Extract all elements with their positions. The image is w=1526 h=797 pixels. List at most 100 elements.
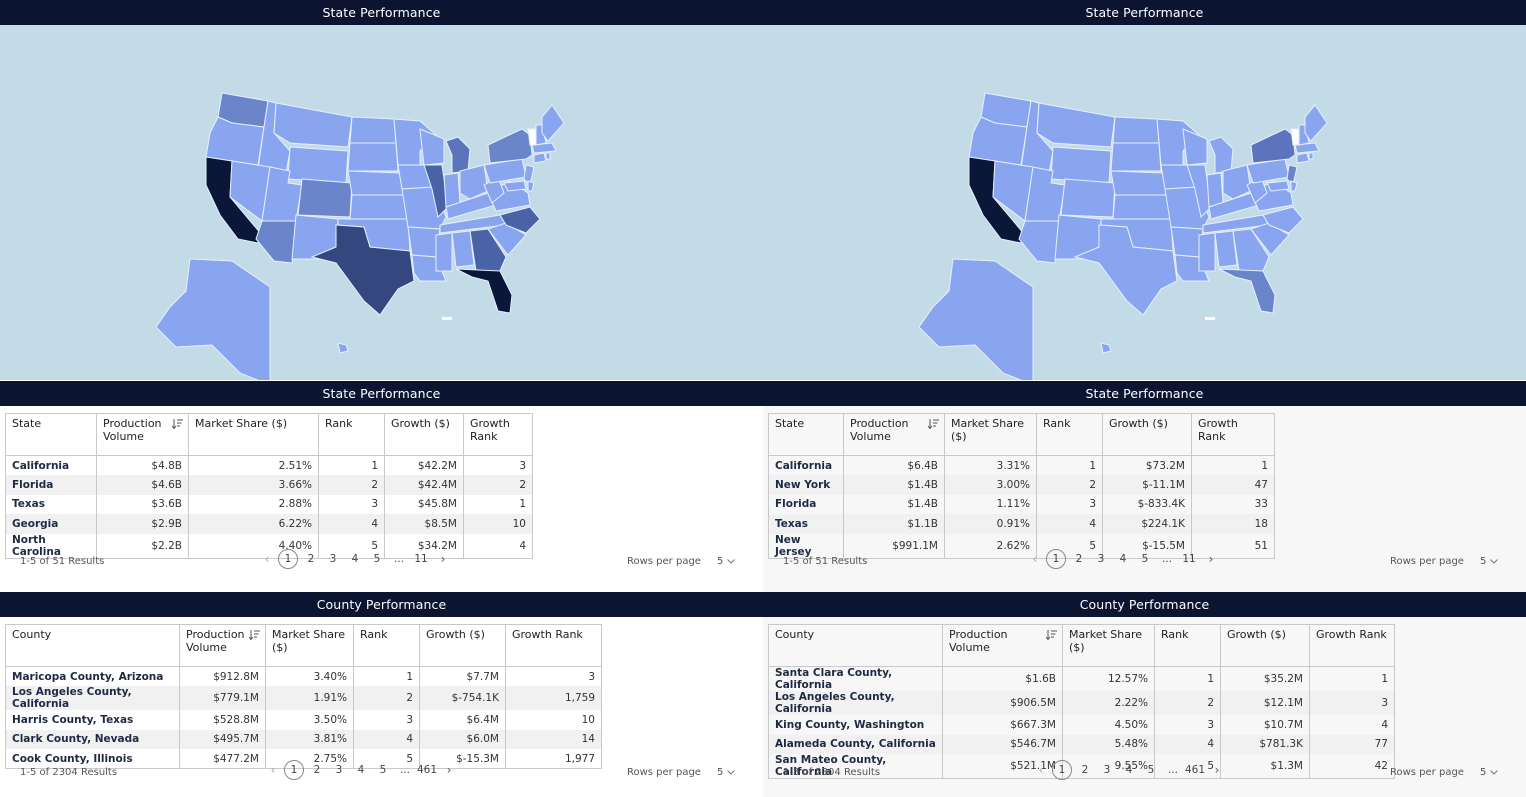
next-page-icon[interactable]: › [446,763,452,777]
state-il[interactable] [1186,164,1212,219]
page-number[interactable]: 2 [313,764,321,776]
column-header[interactable]: State [5,413,97,456]
state-ny[interactable] [487,128,533,164]
table-row[interactable]: San Mateo County, California $521.1M 9.55%… [768,754,1395,780]
table-row[interactable]: Florida $4.6B 3.66% 2 $42.4M 2 [5,475,533,495]
page-number[interactable]: 2 [1075,553,1083,565]
column-header[interactable]: Growth ($) [384,413,464,456]
state-wi[interactable] [1182,128,1208,166]
page-number[interactable]: 3 [1097,553,1105,565]
table-row[interactable]: Los Angeles County, California $779.1M 1.9… [5,686,602,711]
column-header[interactable]: Market Share ($) [944,413,1037,456]
state-ma[interactable] [531,142,557,154]
page-number[interactable]: 4 [1119,553,1127,565]
column-header[interactable]: Production Volume [843,413,945,456]
state-de[interactable] [527,180,535,192]
column-header[interactable]: County [5,624,180,667]
page-number[interactable]: 1 [278,549,298,569]
page-number[interactable]: 1 [284,760,304,780]
state-ar[interactable] [407,226,441,258]
page-number[interactable]: 5 [373,553,381,565]
sort-desc-icon[interactable] [927,419,939,430]
state-sd[interactable] [347,142,399,172]
state-ne[interactable] [347,170,405,196]
state-sd[interactable] [1110,142,1162,172]
state-fl[interactable] [1218,268,1276,314]
table-row[interactable]: North Carolina $2.2B 4.40% 5 $34.2M 4 [5,533,533,559]
state-in[interactable] [1206,172,1224,208]
state-oh[interactable] [459,164,489,200]
rows-per-page-select[interactable]: 5 [717,556,735,567]
state-tx[interactable] [1073,224,1178,316]
state-ak[interactable] [918,258,1034,380]
page-number[interactable]: 5 [379,764,387,776]
us-state-map[interactable] [763,25,1526,380]
sort-desc-icon[interactable] [171,419,183,430]
state-ar[interactable] [1170,226,1204,258]
state-vt[interactable] [527,128,537,146]
column-header[interactable]: County [768,624,943,667]
state-ct[interactable] [533,152,547,164]
prev-page-icon[interactable]: ‹ [1032,552,1038,566]
next-page-icon[interactable]: › [440,552,446,566]
table-row[interactable]: Maricopa County, Arizona $912.8M 3.40% 1 $7.… [5,666,602,687]
state-mt[interactable] [273,102,353,148]
rows-per-page-select[interactable]: 5 [1480,767,1498,778]
page-number[interactable]: 1 [1052,760,1072,780]
state-nd[interactable] [349,116,397,144]
page-number[interactable]: 5 [1147,764,1155,776]
state-ga[interactable] [1232,228,1270,272]
page-number[interactable]: 2 [307,553,315,565]
page-number[interactable]: 4 [351,553,359,565]
table-row[interactable]: Los Angeles County, California $906.5M 2.2… [768,691,1395,715]
state-vt[interactable] [1290,128,1300,146]
table-row[interactable]: Florida $1.4B 1.11% 3 $-833.4K 33 [768,494,1275,515]
state-al[interactable] [1214,230,1238,268]
sort-desc-icon[interactable] [248,630,260,641]
column-header[interactable]: Production Volume [179,624,266,667]
table-row[interactable]: Harris County, Texas $528.8M 3.50% 3 $6.4M 10 [5,710,602,730]
column-header[interactable]: Growth ($) [1102,413,1192,456]
state-ak[interactable] [155,258,271,380]
column-header[interactable]: Market Share ($) [265,624,354,667]
page-number[interactable]: 4 [357,764,365,776]
state-ri[interactable] [545,152,551,160]
state-md[interactable] [1266,180,1290,192]
state-me[interactable] [1304,104,1328,142]
next-page-icon[interactable]: › [1214,763,1220,777]
table-row[interactable]: Alameda County, California $546.7M 5.48% 4 $… [768,734,1395,755]
state-fl[interactable] [455,268,513,314]
state-ma[interactable] [1294,142,1320,154]
state-mi[interactable] [1208,136,1234,174]
page-number[interactable]: 1 [1046,549,1066,569]
territory-marker[interactable] [442,317,452,320]
column-header[interactable]: Growth ($) [1220,624,1310,667]
state-ga[interactable] [469,228,507,272]
state-tx[interactable] [310,224,415,316]
sort-desc-icon[interactable] [1045,630,1057,641]
column-header[interactable]: Growth Rank [1309,624,1395,667]
page-number[interactable]: 3 [335,764,343,776]
table-row[interactable]: King County, Washington $667.3M 4.50% 3 $10.… [768,715,1395,735]
page-number[interactable]: 3 [1103,764,1111,776]
column-header[interactable]: Growth Rank [463,413,533,456]
state-az[interactable] [1018,220,1060,264]
state-oh[interactable] [1222,164,1252,200]
next-page-icon[interactable]: › [1208,552,1214,566]
state-il[interactable] [423,164,449,219]
column-header[interactable]: Rank [1154,624,1221,667]
column-header[interactable]: Production Volume [96,413,189,456]
table-row[interactable]: Clark County, Nevada $495.7M 3.81% 4 $6.0M 14 [5,729,602,750]
page-number[interactable]: 2 [1081,764,1089,776]
state-al[interactable] [451,230,475,268]
column-header[interactable]: Production Volume [942,624,1063,667]
state-ks[interactable] [349,194,409,220]
state-ny[interactable] [1250,128,1296,164]
column-header[interactable]: Market Share ($) [188,413,319,456]
state-ks[interactable] [1112,194,1172,220]
state-wi[interactable] [419,128,445,166]
column-header[interactable]: Growth Rank [505,624,602,667]
state-nh[interactable] [1298,124,1310,146]
rows-per-page-select[interactable]: 5 [717,767,735,778]
column-header[interactable]: Rank [1036,413,1103,456]
